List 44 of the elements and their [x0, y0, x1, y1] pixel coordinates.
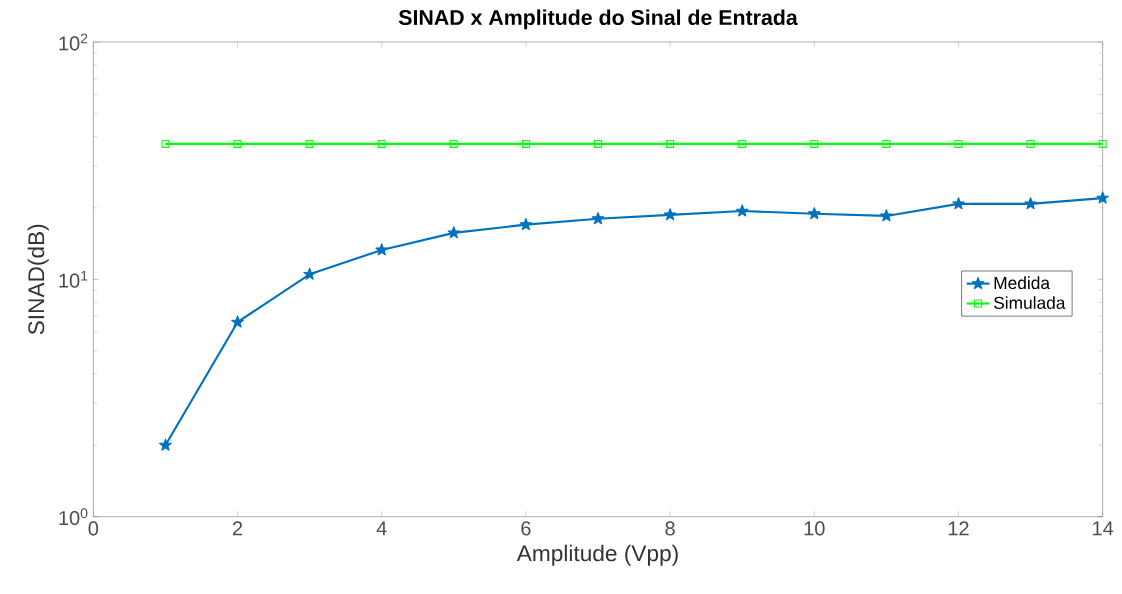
y-axis-title: SINAD(dB) [27, 224, 49, 335]
point [880, 209, 893, 222]
point [375, 243, 389, 256]
x-tick-label: 6 [521, 521, 531, 536]
point [810, 139, 819, 148]
point [1096, 191, 1110, 204]
x-tick-label: 8 [665, 521, 675, 536]
y-tick-label: 10$^{0}$ [59, 508, 88, 526]
point [666, 139, 675, 148]
x-tick-label: 12 [948, 521, 969, 536]
point [807, 207, 821, 220]
y-tick-label: 10$^{2}$ [59, 33, 88, 51]
chart-title: SINAD x Amplitude do Sinal de Entrada [398, 9, 798, 30]
point [303, 267, 316, 280]
x-tick-label: 10 [804, 521, 825, 536]
point [952, 197, 965, 210]
point [447, 226, 461, 239]
x-tick-label: 0 [88, 521, 99, 536]
x-tick-label: 4 [376, 521, 387, 536]
point [519, 217, 533, 231]
x-tick-label: 14 [1093, 521, 1114, 536]
point [521, 139, 530, 148]
legend-label: Simulada [993, 296, 1066, 309]
point [377, 139, 386, 148]
point [449, 139, 458, 148]
point [882, 139, 891, 148]
point [663, 208, 677, 221]
point [735, 204, 749, 217]
y-tick-label: 10$^{1}$ [59, 270, 88, 288]
point [305, 139, 314, 148]
legend-label: Medida [994, 276, 1051, 290]
point [233, 139, 242, 148]
x-axis-title: Amplitude (Vpp) [516, 544, 678, 566]
point [591, 212, 605, 225]
point [954, 139, 963, 148]
x-tick-label: 2 [232, 521, 243, 536]
point [159, 438, 172, 451]
point [738, 139, 747, 148]
point [161, 139, 170, 148]
point [231, 315, 244, 328]
point [594, 139, 603, 148]
point [1024, 197, 1037, 210]
point [1098, 139, 1107, 148]
point [1026, 139, 1035, 148]
